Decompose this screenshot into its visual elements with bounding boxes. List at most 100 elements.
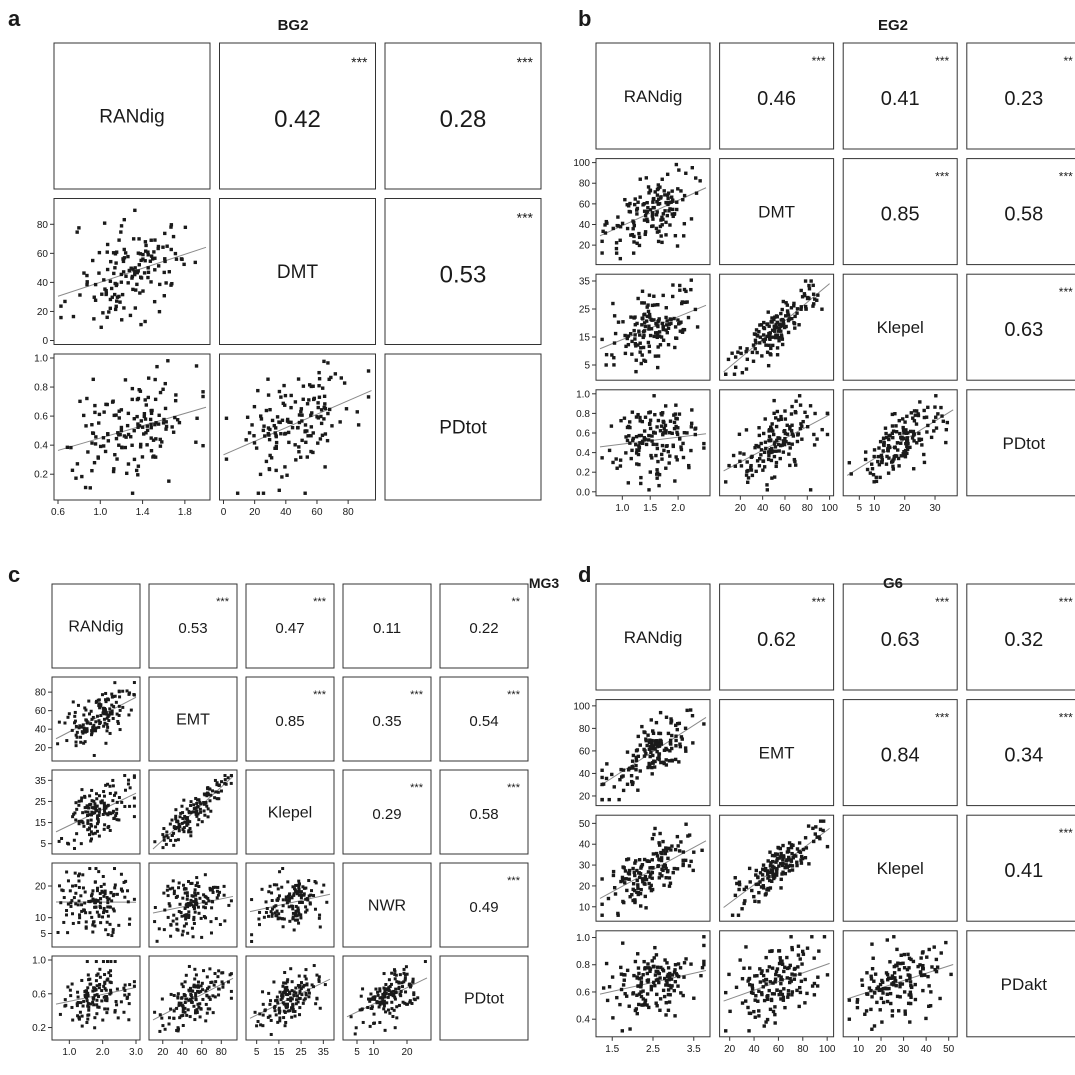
data-point — [187, 903, 191, 907]
data-point — [89, 839, 93, 843]
data-point — [398, 992, 402, 996]
data-point — [119, 230, 123, 234]
data-point — [927, 947, 931, 952]
data-point — [642, 438, 647, 442]
data-point — [733, 365, 738, 370]
data-point — [638, 195, 642, 199]
data-point — [111, 930, 115, 934]
data-point — [294, 458, 298, 462]
data-point — [692, 850, 696, 854]
data-point — [661, 419, 666, 424]
data-point — [97, 271, 101, 275]
data-point — [702, 446, 706, 450]
data-point — [896, 448, 900, 452]
data-point — [304, 897, 308, 901]
data-point — [640, 301, 644, 305]
data-point — [191, 810, 195, 814]
data-point — [673, 757, 678, 762]
data-point — [275, 995, 279, 999]
data-point — [169, 923, 173, 927]
data-point — [878, 1008, 882, 1012]
data-point — [664, 746, 668, 751]
data-point — [625, 968, 630, 973]
data-point — [102, 804, 106, 808]
data-point — [770, 966, 775, 970]
data-point — [161, 421, 166, 425]
data-point — [156, 246, 160, 251]
data-point — [189, 997, 193, 1001]
data-point — [183, 980, 187, 984]
data-point — [740, 371, 745, 375]
data-point — [319, 408, 324, 412]
data-point — [136, 464, 141, 468]
data-point — [884, 431, 888, 436]
y-tick-label: 15 — [579, 333, 591, 344]
data-point — [769, 998, 774, 1003]
data-point — [304, 993, 308, 997]
data-point — [673, 234, 678, 238]
data-point — [86, 828, 90, 832]
data-point — [884, 462, 889, 466]
data-point — [97, 719, 101, 723]
variable-label: NWR — [368, 898, 406, 915]
data-point — [119, 224, 124, 228]
data-point — [648, 763, 652, 767]
matrix-cell — [51, 769, 141, 855]
data-point — [633, 959, 638, 964]
x-tick-label: 2.0 — [671, 503, 685, 514]
data-point — [757, 329, 761, 334]
data-point — [777, 992, 781, 997]
data-point — [110, 899, 114, 903]
data-point — [891, 983, 896, 987]
data-point — [98, 807, 102, 811]
data-point — [908, 980, 913, 984]
data-point — [769, 425, 773, 429]
data-point — [113, 681, 117, 685]
data-point — [768, 850, 772, 854]
data-point — [196, 805, 200, 809]
data-point — [126, 254, 130, 259]
data-point — [280, 885, 284, 889]
data-point — [796, 432, 801, 436]
data-point — [652, 980, 656, 985]
data-point — [637, 858, 642, 862]
data-point — [305, 429, 309, 433]
data-point — [663, 851, 668, 856]
data-point — [775, 346, 780, 350]
data-point — [782, 987, 786, 991]
data-point — [297, 450, 301, 454]
data-point — [643, 894, 647, 899]
data-point — [644, 176, 649, 180]
data-point — [84, 424, 88, 428]
data-point — [268, 427, 272, 432]
data-point — [654, 953, 659, 957]
data-point — [113, 886, 117, 890]
data-point — [790, 990, 795, 994]
data-point — [763, 337, 768, 341]
data-point — [779, 975, 783, 979]
data-point — [935, 965, 940, 969]
data-point — [726, 357, 731, 362]
data-point — [393, 977, 397, 981]
data-point — [737, 887, 741, 892]
data-point — [85, 282, 89, 287]
data-point — [800, 295, 805, 299]
data-point — [299, 896, 303, 900]
data-point — [631, 992, 635, 996]
data-point — [652, 318, 656, 322]
data-point — [142, 414, 146, 419]
data-point — [762, 1024, 766, 1028]
data-point — [203, 873, 207, 877]
data-point — [86, 1004, 90, 1008]
data-point — [88, 900, 92, 904]
data-point — [219, 789, 223, 793]
data-point — [111, 778, 115, 782]
data-point — [774, 464, 778, 469]
data-point — [78, 1010, 82, 1014]
data-point — [122, 880, 126, 884]
data-point — [266, 431, 270, 436]
data-point — [127, 778, 131, 782]
data-point — [673, 847, 678, 852]
data-point — [631, 227, 635, 231]
